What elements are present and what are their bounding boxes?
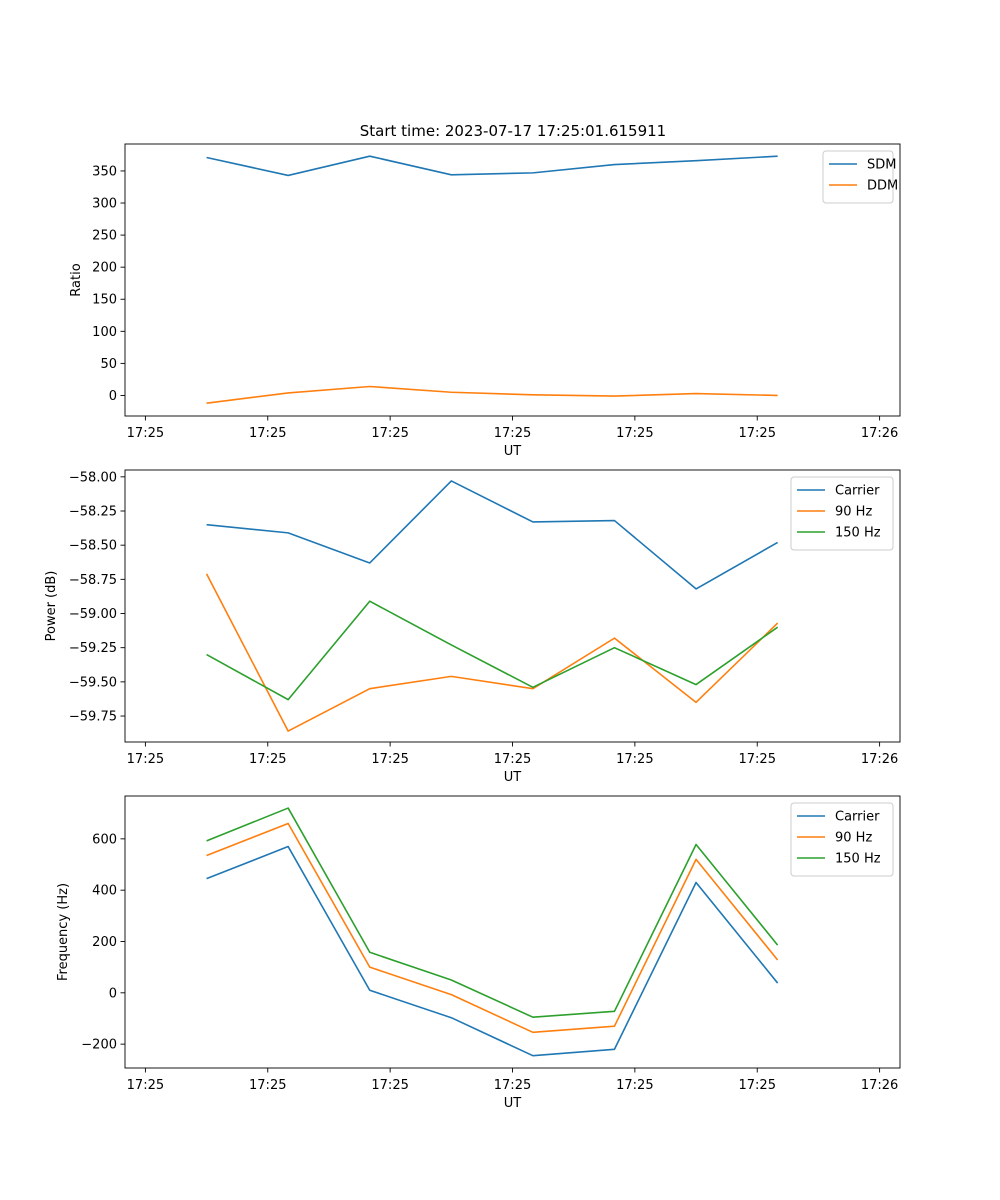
y-tick-label: −59.25: [69, 641, 117, 656]
x-tick-label: 17:25: [371, 426, 408, 441]
x-axis-label: UT: [504, 770, 522, 785]
x-tick-label: 17:26: [861, 752, 898, 767]
x-tick-label: 17:25: [616, 426, 653, 441]
y-tick-label: 200: [92, 261, 117, 276]
series-line-carrier: [206, 480, 779, 590]
legend: SDM DDM: [822, 150, 898, 204]
legend-label: 150 Hz: [835, 852, 881, 867]
series-line-90-hz: [206, 822, 779, 1034]
legend-label: 90 Hz: [835, 505, 872, 520]
y-tick-label: 300: [92, 197, 117, 212]
series-line-carrier: [206, 845, 779, 1057]
x-tick-label: 17:25: [616, 752, 653, 767]
x-axis-label: UT: [504, 1096, 522, 1111]
chart-panel-1: 17:25 17:25 17:25 17:25 17:25 17:25 17:26 0 50 10…: [69, 143, 901, 459]
y-tick-label: 50: [100, 357, 117, 372]
y-tick-label: −59.50: [69, 675, 117, 690]
y-tick-label: −58.50: [69, 539, 117, 554]
legend-label: 150 Hz: [835, 526, 881, 541]
y-axis-label: Power (dB): [44, 571, 59, 642]
x-tick-label: 17:25: [249, 752, 286, 767]
x-axis-label: UT: [504, 444, 522, 459]
series-line-sdm: [206, 155, 778, 177]
y-tick-label: −58.00: [69, 470, 117, 485]
legend-label: Carrier: [835, 810, 880, 825]
series-line-150-hz: [206, 600, 779, 701]
figure-title: Start time: 2023-07-17 17:25:01.615911: [360, 122, 666, 140]
y-tick-label: −58.75: [69, 573, 117, 588]
y-tick-label: 0: [109, 986, 117, 1001]
axes-frame: [124, 795, 901, 1069]
series-line-90-hz: [205, 573, 779, 732]
legend-label: DDM: [867, 179, 898, 194]
x-tick-label: 17:25: [494, 1078, 531, 1093]
legend-label: Carrier: [835, 484, 880, 499]
y-tick-label: 200: [92, 935, 117, 950]
axes-frame: [124, 143, 901, 417]
series-line-ddm: [206, 385, 778, 404]
x-tick-label: 17:25: [249, 426, 286, 441]
x-tick-label: 17:25: [739, 752, 776, 767]
chart-panel-3: 17:25 17:25 17:25 17:25 17:25 17:25 17:26 −200 0…: [56, 795, 901, 1111]
y-tick-label: −58.25: [69, 505, 117, 520]
x-tick-label: 17:25: [371, 752, 408, 767]
x-tick-label: 17:25: [371, 1078, 408, 1093]
series-line-150-hz: [206, 807, 779, 1018]
y-axis-label: Frequency (Hz): [56, 883, 71, 981]
y-tick-label: −59.00: [69, 607, 117, 622]
x-tick-label: 17:26: [861, 426, 898, 441]
x-tick-label: 17:25: [739, 426, 776, 441]
y-tick-label: 100: [92, 325, 117, 340]
legend-label: 90 Hz: [835, 831, 872, 846]
x-tick-label: 17:25: [494, 752, 531, 767]
y-tick-label: 150: [92, 293, 117, 308]
y-tick-label: −59.75: [69, 710, 117, 725]
y-tick-label: −200: [81, 1038, 117, 1053]
y-tick-label: 0: [109, 389, 117, 404]
y-axis-label: Ratio: [69, 263, 84, 296]
x-tick-label: 17:25: [249, 1078, 286, 1093]
x-tick-label: 17:25: [494, 426, 531, 441]
axes-frame: [124, 469, 901, 743]
legend: Carrier 90 Hz 150 Hz: [790, 476, 894, 551]
y-tick-label: 400: [92, 884, 117, 899]
y-tick-label: 350: [92, 164, 117, 179]
x-tick-label: 17:25: [127, 426, 164, 441]
legend: Carrier 90 Hz 150 Hz: [790, 802, 894, 877]
x-tick-label: 17:25: [127, 1078, 164, 1093]
chart-panel-2: 17:25 17:25 17:25 17:25 17:25 17:25 17:26 −58.0…: [44, 469, 901, 785]
x-tick-label: 17:26: [861, 1078, 898, 1093]
chart-panels: 17:25 17:25 17:25 17:25 17:25 17:25 17:26 0 50 10…: [44, 143, 901, 1111]
y-tick-label: 600: [92, 832, 117, 847]
x-tick-label: 17:25: [739, 1078, 776, 1093]
x-tick-label: 17:25: [127, 752, 164, 767]
x-tick-label: 17:25: [616, 1078, 653, 1093]
legend-label: SDM: [867, 158, 896, 173]
y-tick-label: 250: [92, 229, 117, 244]
